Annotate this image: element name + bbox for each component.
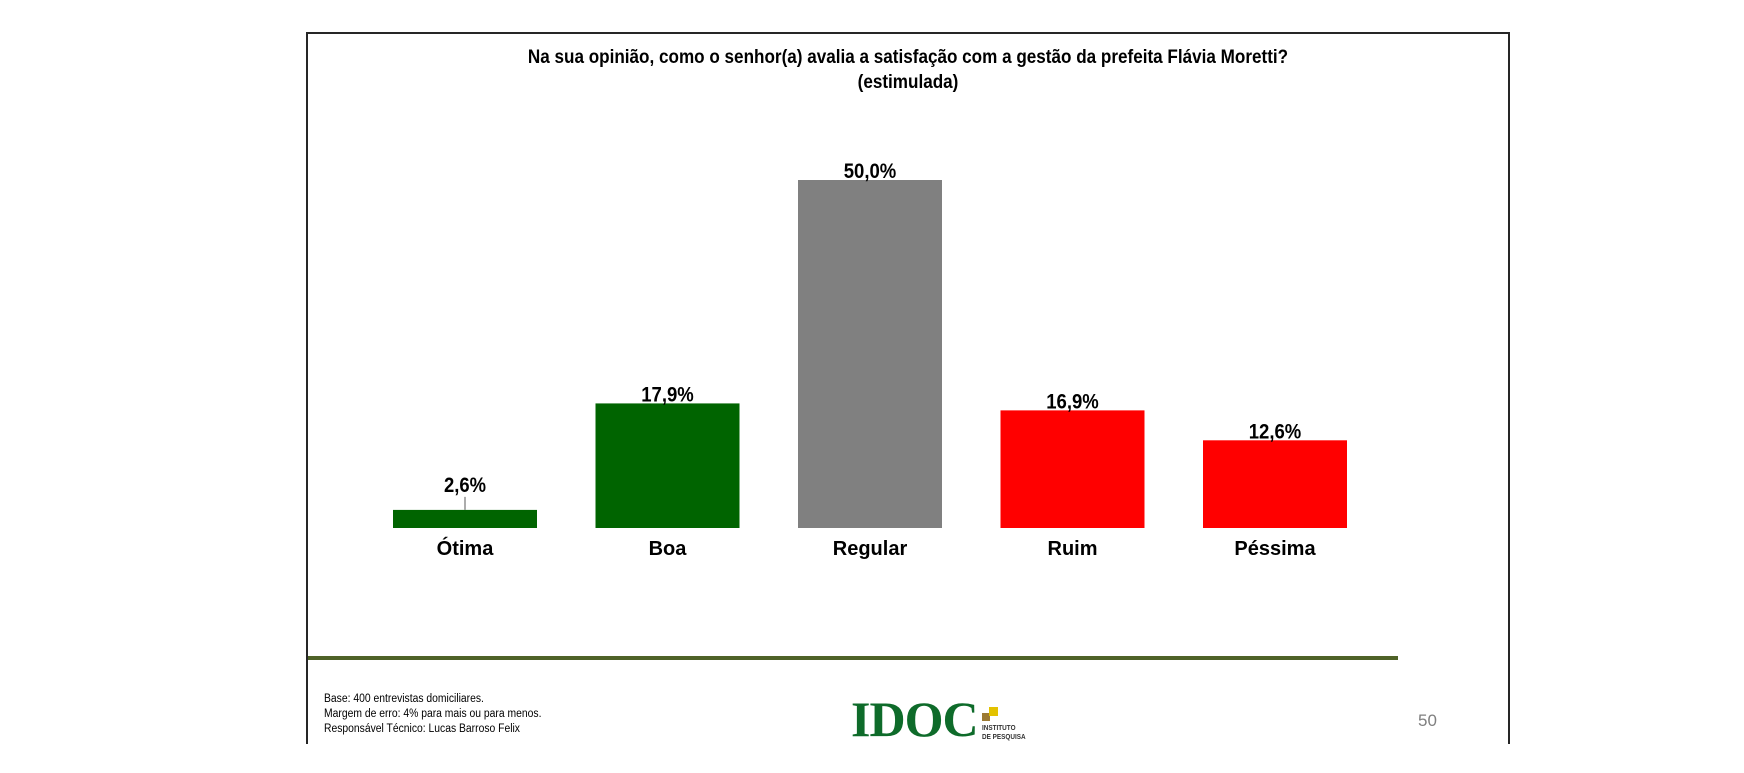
- footer-note-margin: Margem de erro: 4% para mais ou para men…: [324, 708, 542, 720]
- logo-square-brown: [981, 713, 990, 721]
- page-number: 50: [1418, 711, 1437, 730]
- footer-divider: [308, 656, 1398, 660]
- footer-note-responsible: Responsável Técnico: Lucas Barroso Felix: [324, 723, 520, 735]
- bar-pessima: [1203, 440, 1347, 528]
- bar-boa: [595, 403, 740, 528]
- bar-regular: [798, 180, 942, 528]
- value-label-regular: 50,0%: [844, 160, 897, 183]
- category-label-pessima: Péssima: [1234, 538, 1316, 560]
- category-label-regular: Regular: [833, 538, 908, 560]
- logo-squares-icon: [981, 707, 1002, 721]
- logo-wordmark: IDOC: [851, 691, 979, 747]
- bar-otima: [393, 509, 537, 528]
- bar-ruim: [1000, 410, 1145, 528]
- slide-frame-top-border: [306, 32, 1510, 34]
- chart-subtitle: (estimulada): [857, 72, 959, 93]
- chart-title-block: Na sua opinião, como o senhor(a) avalia …: [368, 45, 1448, 95]
- value-label-boa: 17,9%: [641, 383, 694, 406]
- logo-subtitle-2: DE PESQUISA: [981, 732, 1026, 741]
- footer-note-base: Base: 400 entrevistas domiciliares.: [324, 693, 484, 705]
- value-label-otima: 2,6%: [444, 474, 486, 497]
- slide-frame-left-border: [306, 32, 308, 744]
- category-label-otima: Ótima: [437, 536, 495, 560]
- logo-subtitle-1: INSTITUTO: [981, 723, 1016, 732]
- chart-title: Na sua opinião, como o senhor(a) avalia …: [527, 47, 1289, 68]
- idoc-logo: IDOC INSTITUTO DE PESQUISA: [851, 691, 1033, 747]
- value-label-ruim: 16,9%: [1046, 390, 1099, 413]
- logo-side: INSTITUTO DE PESQUISA: [981, 697, 1033, 741]
- category-label-ruim: Ruim: [1048, 538, 1098, 560]
- slide-frame-right-border: [1508, 32, 1510, 744]
- value-label-pessima: 12,6%: [1249, 420, 1302, 443]
- logo-square-yellow: [988, 707, 998, 716]
- footer-notes: Base: 400 entrevistas domiciliares. Marg…: [324, 692, 541, 737]
- category-label-boa: Boa: [649, 538, 688, 560]
